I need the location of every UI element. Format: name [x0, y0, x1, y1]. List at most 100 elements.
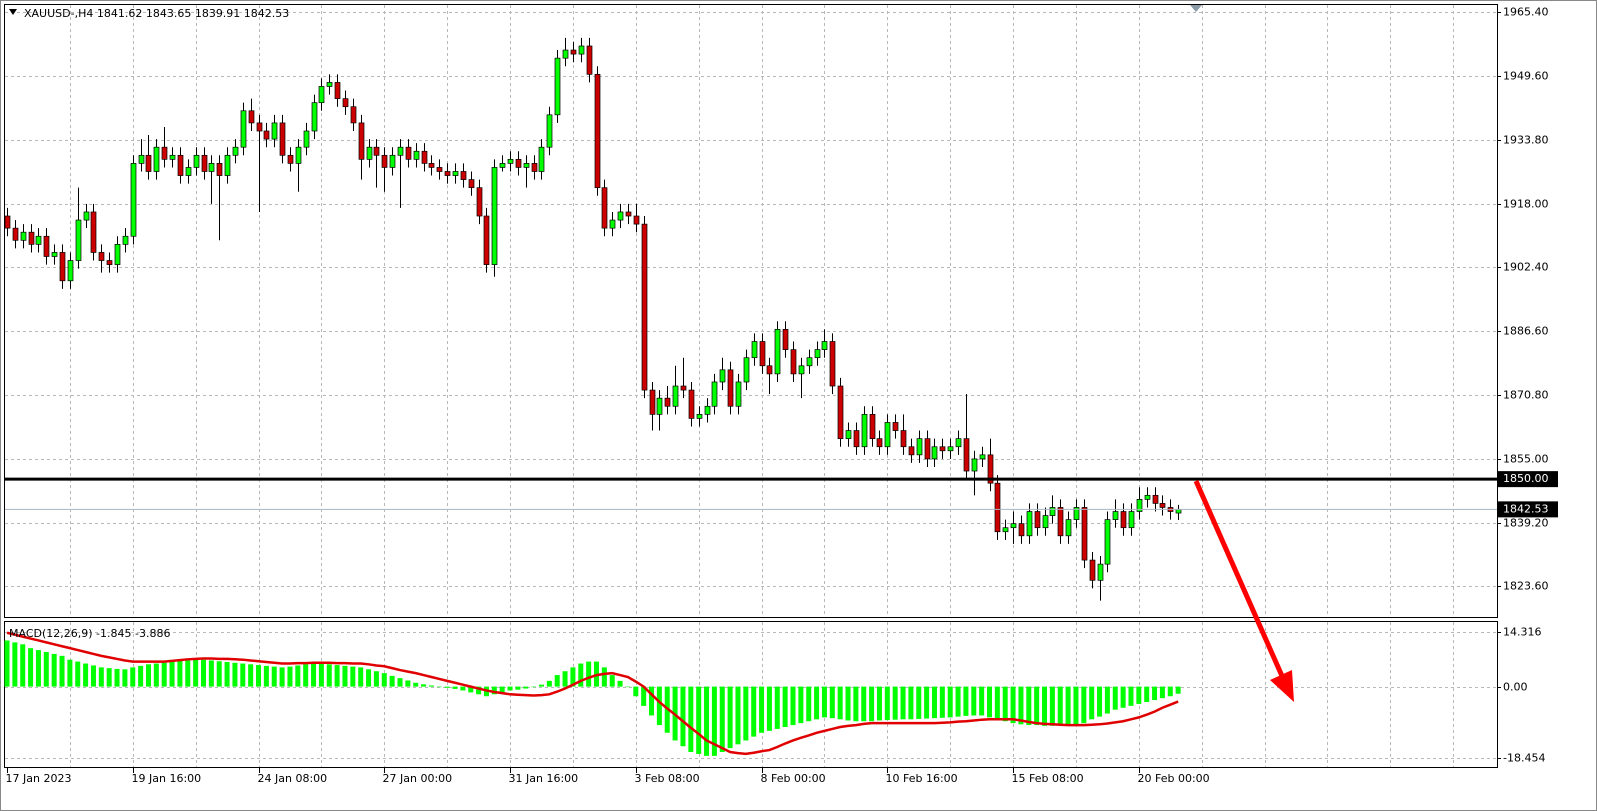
macd-bar: [51, 653, 57, 687]
y-tick-label: 1933.80: [1503, 134, 1549, 147]
candle-body: [1034, 511, 1041, 529]
candle-body: [122, 235, 129, 245]
macd-bar: [138, 665, 144, 687]
macd-bar: [554, 675, 560, 687]
candle-body: [1081, 507, 1088, 561]
macd-bar: [318, 663, 324, 687]
candle-body: [1018, 523, 1025, 537]
chart-title: XAUUSD-,H4 1841.62 1843.65 1839.91 1842.…: [24, 7, 289, 20]
macd-bar: [436, 686, 442, 688]
candle-body: [397, 146, 404, 156]
candle-body: [1002, 527, 1009, 533]
macd-bar: [1136, 686, 1142, 704]
macd-bar: [908, 686, 914, 720]
candle-body: [1128, 511, 1135, 529]
menu-triangle[interactable]: [9, 9, 17, 15]
macd-bar: [491, 686, 497, 695]
macd-bar: [358, 667, 364, 687]
macd-bar: [766, 686, 772, 731]
macd-bar: [98, 667, 104, 687]
candle-body: [1026, 511, 1033, 537]
macd-bar: [900, 686, 906, 720]
candle-body: [649, 389, 656, 415]
candle-body: [594, 73, 601, 189]
candle-body: [939, 446, 946, 452]
macd-bar: [208, 660, 214, 687]
x-tick-label: 27 Jan 00:00: [383, 772, 453, 785]
macd-bar: [546, 680, 552, 687]
candle-body: [295, 146, 302, 164]
macd-bar: [782, 686, 788, 727]
macd-bar: [1097, 686, 1103, 717]
macd-bar: [1034, 686, 1040, 726]
macd-bar: [1026, 686, 1032, 726]
candle-body: [130, 163, 137, 237]
candle-body: [1152, 494, 1159, 504]
candle-body: [987, 454, 994, 484]
candle-body: [279, 122, 286, 156]
macd-bar: [161, 662, 167, 687]
macd-bar: [405, 680, 411, 687]
x-tick-label: 10 Feb 16:00: [886, 772, 958, 785]
macd-bar: [381, 673, 387, 687]
candle-body: [538, 146, 545, 172]
candle-body: [428, 163, 435, 168]
macd-bar: [1144, 686, 1150, 702]
macd-bar: [373, 671, 379, 687]
macd-bar: [507, 686, 513, 691]
candle-body: [413, 150, 420, 160]
candle-body: [837, 385, 844, 440]
macd-bar: [153, 663, 159, 687]
candle-body: [405, 146, 412, 160]
candle-body: [287, 154, 294, 164]
macd-bar: [523, 686, 529, 689]
macd-bar: [1128, 686, 1134, 706]
macd-bar: [216, 661, 222, 687]
candle-body: [318, 86, 325, 104]
y-tick-label: 1902.40: [1503, 261, 1549, 274]
x-tick-label: 8 Feb 00:00: [761, 772, 826, 785]
macd-bar: [617, 680, 623, 687]
candle-body: [971, 458, 978, 472]
candle-body: [735, 381, 742, 407]
candle-body: [696, 414, 703, 419]
price-panel: [4, 4, 1498, 618]
macd-bar: [413, 682, 419, 687]
candle-body: [138, 154, 145, 164]
macd-bar: [43, 652, 49, 687]
macd-bar: [122, 669, 128, 687]
macd-bar: [578, 663, 584, 687]
macd-bar: [869, 686, 875, 722]
macd-bar: [884, 686, 890, 721]
macd-panel: [4, 621, 1498, 768]
macd-bar: [704, 686, 710, 756]
y-tick-label: 1823.60: [1503, 580, 1549, 593]
candle-body: [491, 167, 498, 265]
macd-bar: [342, 665, 348, 687]
candle-body: [853, 430, 860, 448]
candle-body: [499, 163, 506, 168]
macd-bar: [1120, 686, 1126, 708]
candle-body: [342, 98, 349, 108]
candle-body: [931, 446, 938, 460]
candle-body: [452, 171, 459, 176]
x-tick-label: 3 Feb 08:00: [635, 772, 700, 785]
candle-body: [1089, 559, 1096, 581]
candle-body: [67, 260, 74, 282]
candle-body: [578, 45, 585, 55]
x-tick-label: 31 Jan 16:00: [509, 772, 579, 785]
candle-body: [963, 438, 970, 472]
candle-body: [759, 341, 766, 367]
macd-bar: [397, 678, 403, 687]
macd-bar: [916, 686, 922, 719]
macd-bar: [892, 686, 898, 720]
macd-bar: [743, 686, 749, 741]
candle-body: [586, 45, 593, 75]
macd-bar: [971, 686, 977, 716]
candle-body: [515, 158, 522, 168]
candle-body: [947, 446, 954, 452]
candle-body: [358, 122, 365, 160]
macd-bar: [641, 686, 647, 706]
